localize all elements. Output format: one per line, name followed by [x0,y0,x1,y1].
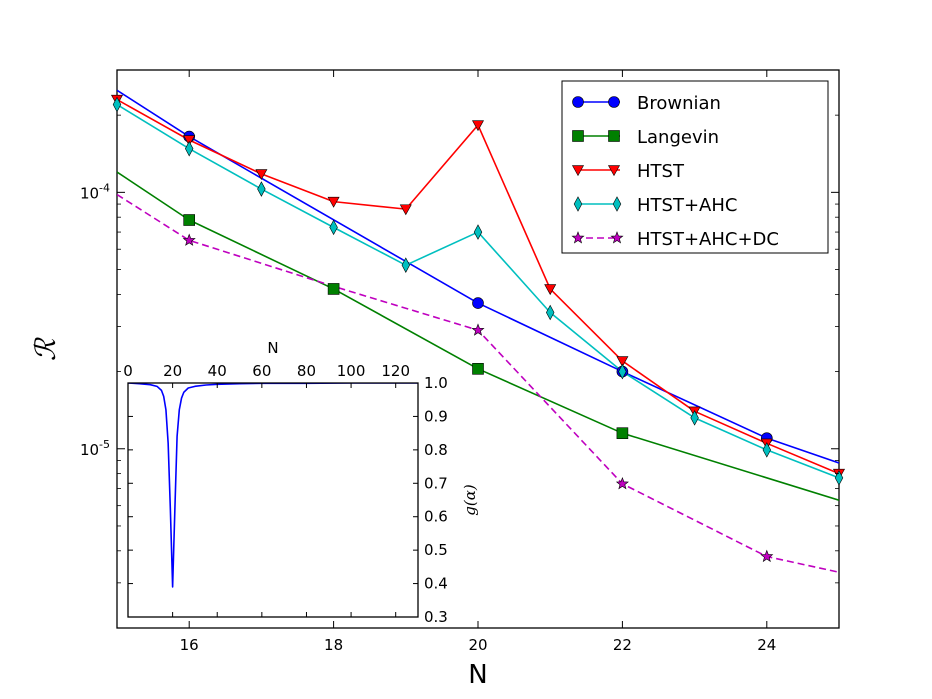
data-point [546,304,555,321]
inset-x-tick-label: 0 [123,362,133,380]
data-point [329,219,338,236]
data-point [618,363,627,380]
data-point [182,233,196,246]
x-axis-label: N [468,660,487,690]
legend-label: HTST [637,161,685,182]
inset-y-tick-label: 0.4 [424,575,448,593]
inset-x-axis-label: N [267,339,278,357]
legend-marker [607,165,621,177]
inset-y-tick-label: 1.0 [424,374,448,392]
data-point [471,120,485,132]
x-tick-label: 22 [613,636,632,654]
inset-x-tick-label: 100 [337,362,366,380]
x-tick-label: 18 [324,636,343,654]
data-point [327,196,340,208]
legend-marker [612,196,622,212]
data-point [112,96,122,113]
y-tick-label-base: 10 [80,184,99,202]
main-plot: 16 18 20 22 24 10-410-5 N ℛ [29,69,846,690]
inset-y-tick-label: 0.6 [424,508,448,526]
y-tick-label-base: 10 [80,441,99,459]
data-point [399,204,412,216]
legend-label: Brownian [637,93,721,114]
data-point [473,224,483,240]
inset-x-tick-label: 40 [208,362,227,380]
inset-background [128,383,418,617]
legend-marker [610,231,624,244]
data-point [762,442,771,458]
data-point [327,283,340,295]
y-tick-label: 10-4 [80,181,110,202]
data-point [401,257,410,273]
inset-y-tick-label: 0.7 [424,474,448,492]
data-point [185,140,194,157]
data-point [544,284,557,296]
inset-plot-frame [127,382,419,618]
inset-y-tick-label: 0.8 [424,441,448,459]
series-line-langevin [117,171,839,501]
data-point [183,214,195,226]
y-tick-label-exponent: -4 [99,181,110,194]
inset-y-tick-label: 0.5 [424,541,448,559]
data-point [183,135,196,147]
data-point [471,323,485,336]
y-tick-label-exponent: -5 [99,438,110,451]
data-point [472,297,484,309]
y-axis-label: ℛ [29,337,62,361]
data-point [616,427,629,440]
x-tick-label: 20 [468,636,487,654]
data-point [690,410,699,426]
data-point [472,363,484,375]
legend-label: HTST+AHC+DC [637,229,779,250]
legend: Brownian Langevin HTST HTST+AHC HTST+AHC+DC [561,80,829,254]
legend-marker [572,130,584,142]
x-tick-label: 16 [180,636,199,654]
legend-marker [573,196,583,212]
data-point [760,549,774,563]
data-point [257,181,266,197]
legend-label: HTST+AHC [637,195,737,216]
inset-y-axis-label: g(α) [461,484,479,516]
legend-label: Langevin [637,127,719,148]
data-point [255,169,268,181]
x-tick-label: 24 [757,636,776,654]
inset-y-tick-label: 0.9 [424,407,448,425]
y-tick-label: 10-5 [80,438,110,459]
series-line-brownian [117,89,839,464]
data-point [615,476,629,490]
inset-x-tick-label: 20 [163,362,182,380]
inset-plot: 0 20 40 60 80 100 120 0.3 0.4 0.5 0.6 0.7 0.8 0.9 1.0… [123,339,479,626]
data-point [616,356,629,368]
legend-marker [571,165,585,177]
legend-marker [571,231,585,244]
inset-y-tick-label: 0.3 [424,608,448,626]
legend-marker [608,130,620,142]
legend-marker [572,96,584,108]
inset-x-tick-label: 60 [252,362,271,380]
data-point [834,470,844,486]
inset-x-tick-label: 120 [381,362,410,380]
legend-frame [561,80,829,254]
inset-x-tick-label: 80 [297,362,316,380]
legend-marker [608,96,620,108]
